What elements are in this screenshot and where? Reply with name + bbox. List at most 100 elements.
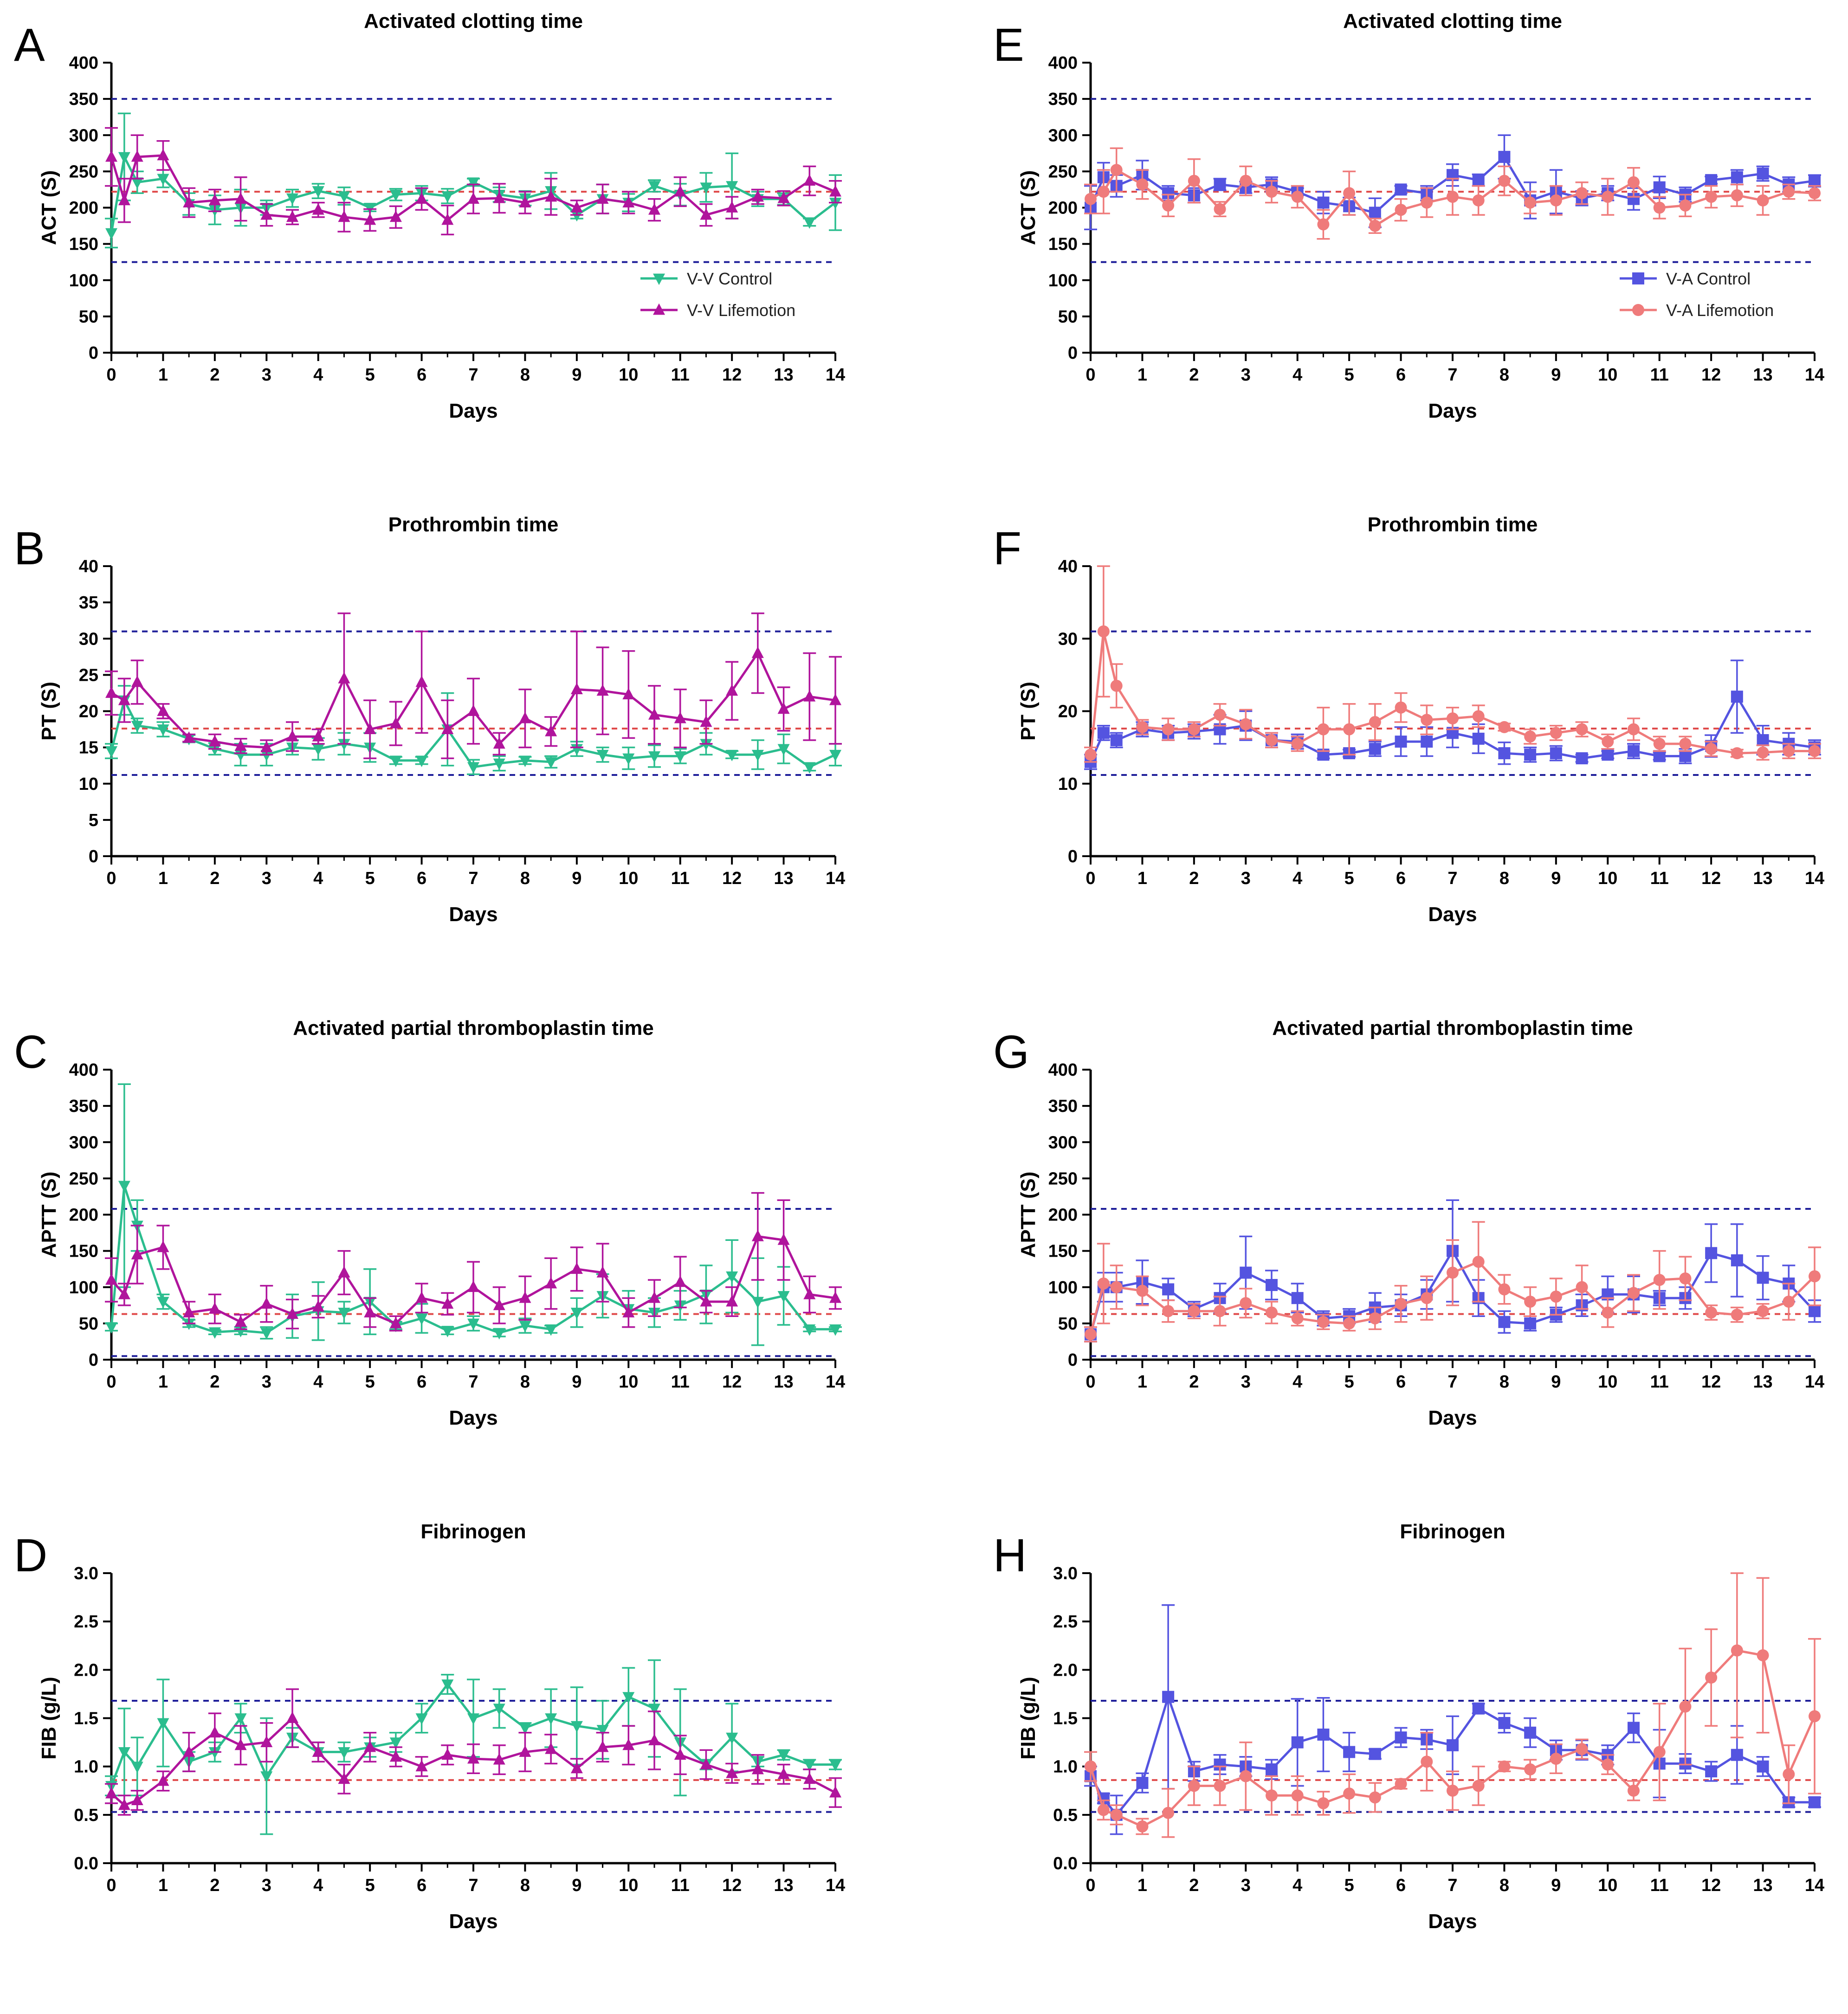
data-point bbox=[1524, 1317, 1537, 1330]
y-tick-label: 0 bbox=[89, 847, 98, 866]
data-point bbox=[648, 708, 660, 720]
data-point bbox=[1809, 187, 1821, 200]
data-point bbox=[545, 724, 557, 736]
data-point bbox=[131, 675, 143, 687]
chart-panel-g: G Activated partial thromboplastin time 0 5… bbox=[979, 1007, 1848, 1510]
data-point bbox=[1705, 1306, 1718, 1319]
data-point bbox=[1783, 1296, 1795, 1308]
data-point bbox=[493, 737, 505, 749]
data-point bbox=[726, 1732, 738, 1744]
data-point bbox=[829, 1786, 841, 1798]
data-point bbox=[157, 724, 169, 736]
y-axis-label: FIB (g/L) bbox=[1017, 1677, 1040, 1759]
data-point bbox=[1447, 1739, 1459, 1751]
x-tick-label: 8 bbox=[1499, 869, 1509, 888]
data-point bbox=[415, 192, 428, 204]
y-tick-label: 200 bbox=[69, 199, 98, 218]
data-point bbox=[1317, 218, 1330, 231]
chart-panel-b: B Prothrombin time 0 5 10 15 20 25 30 35 40 0 1 2 3 4 5 6… bbox=[0, 504, 869, 1007]
data-point bbox=[415, 1713, 428, 1725]
data-point bbox=[700, 739, 712, 751]
data-point bbox=[1524, 196, 1537, 209]
data-point bbox=[389, 717, 402, 729]
data-point bbox=[1369, 1791, 1381, 1804]
data-point bbox=[1731, 1254, 1743, 1266]
data-point bbox=[1162, 723, 1175, 736]
data-point bbox=[545, 1713, 557, 1725]
data-point bbox=[312, 203, 324, 215]
data-point bbox=[1524, 749, 1537, 761]
data-point bbox=[1421, 1756, 1433, 1768]
legend-label: V-V Lifemotion bbox=[687, 301, 795, 320]
data-point bbox=[260, 1297, 273, 1309]
data-point bbox=[183, 196, 195, 207]
chart-panel-c: C Activated partial thromboplastin time 0 5… bbox=[0, 1007, 869, 1510]
data-point bbox=[338, 210, 350, 222]
y-tick-label: 250 bbox=[69, 162, 98, 181]
x-tick-label: 14 bbox=[1805, 1876, 1824, 1895]
data-point bbox=[1136, 178, 1149, 191]
data-point bbox=[118, 194, 130, 206]
x-tick-label: 11 bbox=[671, 365, 690, 385]
x-tick-label: 1 bbox=[158, 1876, 168, 1895]
y-tick-label: 350 bbox=[1048, 90, 1078, 109]
data-point bbox=[1162, 199, 1175, 212]
data-point bbox=[1162, 1807, 1175, 1819]
data-point bbox=[1731, 189, 1743, 201]
y-tick-label: 350 bbox=[69, 1097, 98, 1116]
data-point bbox=[389, 189, 402, 201]
data-point bbox=[131, 1248, 143, 1259]
data-point bbox=[312, 744, 324, 756]
data-point bbox=[1757, 1272, 1769, 1284]
x-tick-label: 3 bbox=[262, 365, 271, 385]
data-point bbox=[829, 1760, 841, 1771]
data-point bbox=[1524, 1726, 1537, 1739]
x-tick-label: 1 bbox=[1137, 869, 1147, 888]
data-point bbox=[1472, 1780, 1485, 1792]
x-tick-label: 8 bbox=[1499, 1876, 1509, 1895]
data-point bbox=[1757, 746, 1769, 759]
x-tick-label: 11 bbox=[1650, 1372, 1669, 1392]
x-tick-label: 0 bbox=[106, 365, 116, 385]
data-point bbox=[648, 751, 660, 763]
data-point bbox=[260, 208, 273, 220]
y-tick-label: 100 bbox=[69, 1278, 98, 1297]
chart-panel-d: D Fibrinogen 0.0 0.5 1.0 1.5 2.0 2.5 3.0 0 1 2 3 4 5 6 7… bbox=[0, 1510, 869, 2014]
x-tick-label: 10 bbox=[1598, 1876, 1617, 1895]
y-tick-label: 400 bbox=[1048, 1060, 1078, 1080]
data-point bbox=[1602, 1306, 1614, 1319]
x-tick-label: 3 bbox=[1241, 1876, 1251, 1895]
x-tick-label: 2 bbox=[210, 365, 220, 385]
data-point bbox=[157, 148, 169, 161]
data-point bbox=[131, 1794, 143, 1805]
data-point bbox=[1085, 1328, 1097, 1341]
data-point bbox=[1291, 1736, 1304, 1749]
data-point bbox=[1136, 1820, 1149, 1833]
x-tick-label: 0 bbox=[106, 869, 116, 888]
x-tick-label: 14 bbox=[826, 1372, 845, 1392]
data-point bbox=[803, 1760, 816, 1771]
data-point bbox=[674, 751, 686, 763]
data-point bbox=[1097, 625, 1110, 638]
data-point bbox=[519, 1723, 531, 1735]
data-point bbox=[1472, 710, 1485, 723]
data-point bbox=[803, 217, 816, 229]
series-line bbox=[110, 651, 836, 749]
y-tick-label: 3.0 bbox=[1053, 1564, 1078, 1583]
data-point bbox=[1136, 1777, 1149, 1789]
data-point bbox=[183, 731, 195, 743]
data-point bbox=[338, 739, 350, 751]
x-tick-label: 5 bbox=[365, 1372, 375, 1392]
data-point bbox=[1110, 164, 1123, 176]
data-point bbox=[1240, 718, 1252, 730]
data-point bbox=[648, 1704, 660, 1715]
data-point bbox=[545, 1324, 557, 1336]
data-point bbox=[751, 646, 764, 658]
data-point bbox=[1731, 1309, 1743, 1321]
data-point bbox=[829, 749, 841, 762]
data-point bbox=[570, 1262, 583, 1274]
data-point bbox=[648, 1734, 660, 1745]
data-point bbox=[1369, 207, 1381, 219]
chart-title: Prothrombin time bbox=[388, 513, 559, 536]
data-point bbox=[415, 675, 428, 687]
